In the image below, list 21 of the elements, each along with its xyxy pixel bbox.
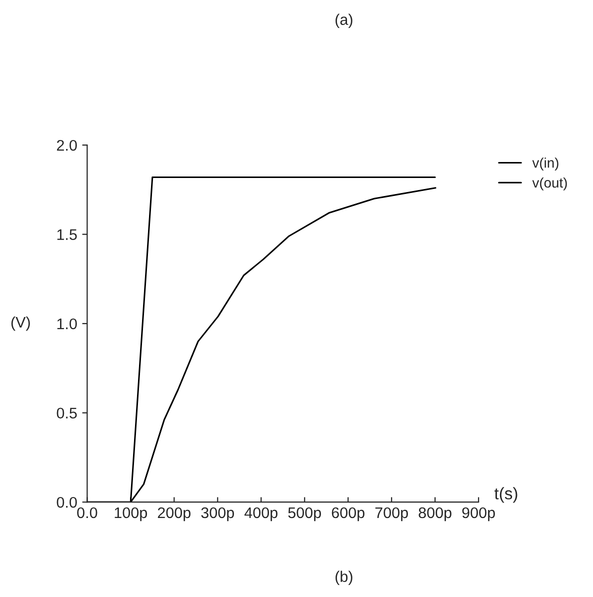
y-tick-label: 1.5 (57, 229, 77, 240)
x-axis-title: t(s) (494, 487, 518, 503)
x-tick-label: 0.0 (77, 507, 98, 518)
x-tick-label: 600p (332, 507, 364, 522)
x-tick-label: 800p (418, 507, 452, 522)
y-tick-label: 1.0 (57, 318, 77, 330)
y-tick-label: 2.0 (56, 140, 77, 151)
y-axis-title: (V) (11, 316, 30, 331)
text: (b) (336, 570, 352, 586)
x-tick-label: 900p (462, 507, 495, 522)
x-tick-label: 300p (201, 507, 234, 522)
legend-label: v(in) (532, 158, 558, 171)
legend-label: v(out) (532, 177, 567, 190)
x-tick-label: 500p (288, 507, 321, 522)
x-tick-label: 400p (244, 507, 278, 522)
chart-title: (a) (336, 14, 352, 28)
x-tick-label: 100p (114, 507, 148, 522)
x-tick-label: 200p (158, 507, 190, 522)
y-tick-label: 0.5 (56, 408, 77, 419)
y-tick-label: 0.0 (56, 496, 77, 508)
x-tick-label: 700p (375, 507, 408, 522)
